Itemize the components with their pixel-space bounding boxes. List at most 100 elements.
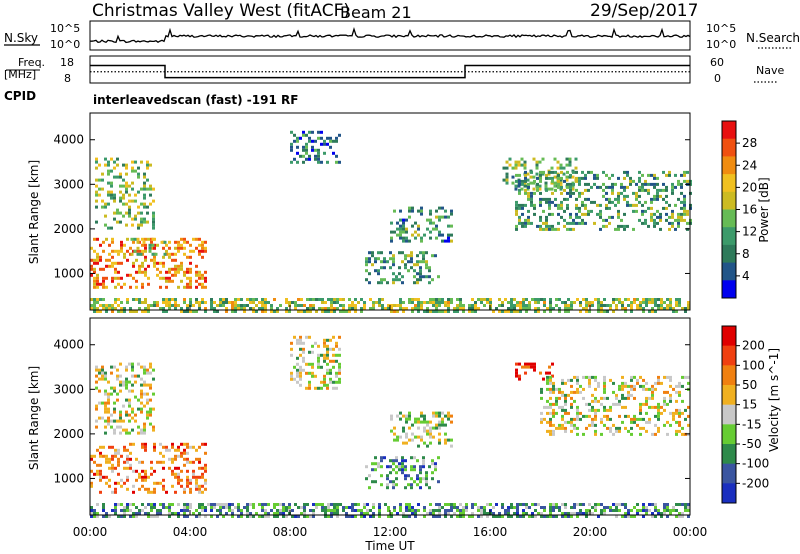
echo-cell bbox=[668, 173, 671, 177]
echo-cell bbox=[102, 445, 105, 449]
echo-cell bbox=[390, 429, 393, 433]
echo-cell bbox=[133, 237, 137, 241]
echo-cell bbox=[630, 307, 633, 310]
echo-cell bbox=[99, 472, 102, 476]
echo-cell bbox=[113, 193, 116, 197]
echo-cell bbox=[653, 173, 656, 177]
echo-cell bbox=[143, 205, 146, 209]
echo-cell bbox=[143, 431, 146, 435]
echo-cell bbox=[426, 420, 429, 424]
echo-cell bbox=[602, 194, 605, 198]
echo-cell bbox=[677, 218, 680, 222]
echo-cell bbox=[318, 503, 321, 506]
echo-cell bbox=[96, 463, 99, 467]
echo-cell bbox=[156, 509, 159, 512]
echo-cell bbox=[372, 301, 375, 304]
echo-cell bbox=[107, 193, 110, 197]
echo-cell bbox=[95, 160, 98, 164]
echo-cell bbox=[596, 173, 599, 177]
echo-cell bbox=[125, 386, 128, 390]
colorbar-segment bbox=[722, 404, 736, 425]
echo-cell bbox=[423, 233, 426, 237]
echo-cell bbox=[532, 157, 536, 161]
echo-cell bbox=[201, 246, 204, 250]
echo-cell bbox=[527, 221, 530, 225]
echo-cell bbox=[657, 378, 660, 382]
echo-cell bbox=[438, 438, 441, 442]
echo-cell bbox=[407, 260, 410, 264]
echo-cell bbox=[117, 310, 120, 313]
echo-cell bbox=[557, 176, 560, 180]
echo-cell bbox=[299, 341, 302, 345]
echo-cell bbox=[612, 503, 615, 506]
colorbar-tick-label: 4 bbox=[742, 269, 750, 283]
echo-cell bbox=[116, 157, 119, 161]
echo-cell bbox=[311, 365, 314, 369]
echo-cell bbox=[668, 221, 671, 225]
echo-cell bbox=[102, 509, 105, 512]
echo-cell bbox=[447, 224, 450, 228]
echo-cell bbox=[120, 310, 123, 313]
echo-cell bbox=[321, 307, 324, 310]
echo-cell bbox=[420, 411, 423, 415]
echo-cell bbox=[633, 387, 636, 391]
echo-cell bbox=[395, 477, 398, 481]
echo-cell bbox=[584, 197, 587, 201]
echo-cell bbox=[505, 160, 509, 164]
echo-cell bbox=[381, 298, 384, 301]
echo-cell bbox=[119, 374, 122, 378]
echo-cell bbox=[189, 285, 192, 289]
echo-cell bbox=[108, 445, 111, 449]
echo-cell bbox=[584, 176, 587, 180]
echo-cell bbox=[410, 251, 413, 255]
echo-cell bbox=[99, 310, 102, 313]
echo-cell bbox=[660, 411, 663, 415]
echo-cell bbox=[120, 240, 123, 244]
echo-cell bbox=[117, 460, 120, 464]
echo-cell bbox=[120, 261, 123, 265]
echo-cell bbox=[420, 239, 423, 243]
echo-cell bbox=[480, 298, 483, 301]
echo-cell bbox=[270, 509, 273, 512]
echo-cell bbox=[665, 206, 668, 210]
echo-cell bbox=[486, 503, 489, 506]
echo-cell bbox=[267, 515, 270, 518]
echo-cell bbox=[576, 390, 579, 394]
echo-cell bbox=[369, 298, 372, 301]
echo-cell bbox=[444, 209, 447, 213]
echo-cell bbox=[162, 466, 165, 470]
echo-cell bbox=[111, 304, 114, 307]
echo-cell bbox=[174, 246, 177, 250]
echo-cell bbox=[140, 389, 143, 393]
echo-cell bbox=[511, 175, 515, 179]
echo-cell bbox=[636, 503, 639, 506]
echo-cell bbox=[144, 475, 147, 479]
echo-cell bbox=[547, 172, 551, 176]
echo-cell bbox=[128, 431, 131, 435]
echo-cell bbox=[414, 298, 417, 301]
echo-cell bbox=[414, 512, 417, 515]
echo-cell bbox=[143, 404, 146, 408]
echo-cell bbox=[149, 410, 152, 414]
echo-cell bbox=[387, 509, 390, 512]
echo-cell bbox=[107, 419, 110, 423]
echo-cell bbox=[432, 310, 435, 313]
echo-cell bbox=[183, 252, 186, 256]
echo-cell bbox=[441, 239, 444, 243]
echo-cell bbox=[431, 254, 434, 258]
echo-cell bbox=[99, 469, 102, 473]
echo-cell bbox=[518, 362, 521, 366]
echo-cell bbox=[533, 203, 536, 207]
echo-cell bbox=[177, 515, 180, 518]
echo-cell bbox=[644, 218, 647, 222]
echo-cell bbox=[566, 182, 569, 186]
echo-cell bbox=[638, 170, 641, 174]
echo-cell bbox=[93, 310, 96, 313]
echo-cell bbox=[399, 233, 402, 237]
echo-cell bbox=[564, 307, 567, 310]
echo-cell bbox=[426, 310, 429, 313]
echo-cell bbox=[579, 417, 582, 421]
echo-cell bbox=[204, 478, 207, 482]
echo-cell bbox=[429, 209, 432, 213]
echo-cell bbox=[371, 254, 374, 258]
